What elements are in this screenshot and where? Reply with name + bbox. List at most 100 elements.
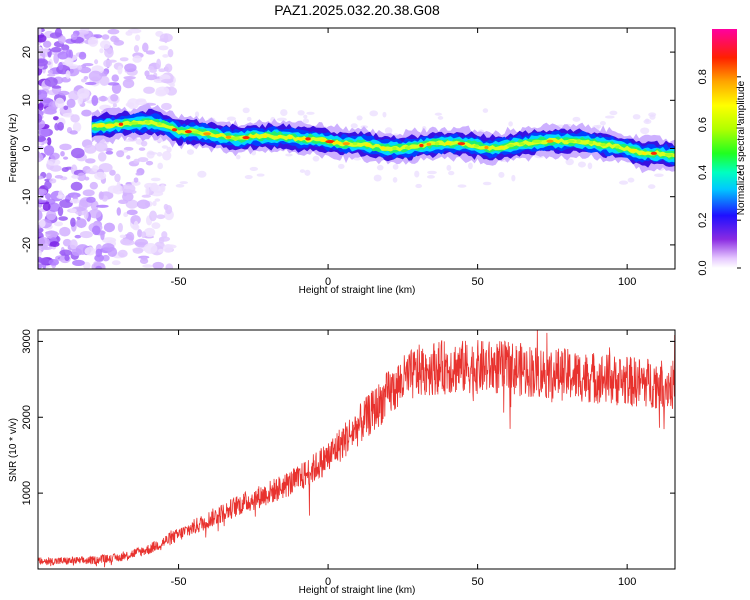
ridge-band [91,119,675,158]
noise-blob [587,162,593,170]
noise-blob [68,90,80,101]
noise-blob [72,259,85,267]
colorbar-tick-label: 0.0 [697,260,709,275]
noise-blob [57,51,69,60]
ridge-peak [157,122,162,126]
noise-blob [97,152,107,162]
noise-blob [38,249,42,257]
noise-blob [70,181,83,191]
noise-blob [95,265,102,269]
noise-blob [60,150,65,157]
noise-blob [572,116,581,122]
noise-blob [47,73,56,77]
noise-blob [285,153,293,157]
noise-blob [121,183,136,194]
noise-blob [58,216,68,221]
noise-blob [62,238,72,247]
noise-blob [42,202,51,211]
noise-blob [71,174,79,179]
ridge-peak [332,141,342,145]
noise-blob [77,172,87,182]
noise-blob [102,254,110,262]
noise-blob [111,74,119,82]
noise-blob [83,209,89,220]
snr-frame [37,329,676,570]
y-tick-label: 20 [21,46,33,58]
noise-blob [150,177,161,182]
noise-blob [61,167,69,172]
noise-blob [42,40,52,48]
noise-blob [133,45,140,53]
noise-blob [46,172,52,180]
noise-blob [131,180,141,186]
noise-blob [158,236,165,244]
ridge-peak [380,146,386,150]
noise-blob [133,177,139,183]
ridge-peak [203,132,211,136]
ridge-peak [600,143,607,147]
noise-blob [373,174,382,182]
noise-blob [276,117,287,122]
noise-blob [297,110,305,116]
noise-blob [48,259,60,266]
noise-blob [101,243,115,252]
ridge-peak [628,148,637,152]
noise-blob [226,116,236,121]
colorbar-gradient [712,29,737,268]
noise-blob [134,34,141,41]
noise-blob [89,181,98,190]
noise-blob [82,189,95,197]
noise-blob [42,108,57,115]
x-tick-label: -50 [171,576,187,588]
noise-blob [141,194,152,198]
noise-blob [392,177,398,183]
noise-blob [117,249,128,258]
ridge-peak [191,130,201,134]
noise-blob [125,30,133,36]
ridge-peak [426,142,432,146]
noise-blob [104,47,114,58]
noise-blob [46,158,61,166]
noise-blob [59,143,72,151]
noise-blob [159,38,169,42]
noise-blob [63,105,69,111]
noise-blob [304,169,311,176]
noise-blob [156,214,166,220]
noise-blob [77,87,90,99]
noise-blob [138,147,146,151]
noise-blob [126,209,138,216]
spectrogram-axes: -50 0 50 100 -20 -10 0 10 20 [21,28,675,288]
noise-blob [72,122,82,133]
heatmap-noise-layer [38,28,666,269]
ridge-peak [364,143,371,147]
noise-blob [38,188,48,196]
x-tick-label: 50 [471,276,483,288]
ridge-peak [319,138,327,143]
noise-blob [627,177,635,183]
noise-blob [384,127,393,135]
noise-blob [59,249,73,256]
noise-blob [76,218,87,229]
noise-blob [147,151,158,155]
y-tick-label: 1000 [21,481,33,505]
noise-blob [186,149,195,155]
x-tick-label: 100 [618,276,636,288]
noise-blob [376,164,384,171]
noise-blob [119,234,127,239]
noise-blob [99,48,104,54]
noise-blob [161,145,169,149]
noise-blob [39,219,46,228]
ridge-peak [242,136,250,140]
noise-blob [145,185,150,197]
noise-blob [38,89,48,100]
noise-blob [74,234,82,239]
colorbar-tick-label: 0.6 [697,117,709,132]
noise-blob [48,202,61,212]
noise-blob [38,227,44,233]
noise-blob [98,191,104,200]
noise-blob [58,190,63,199]
ridge-peak [352,142,358,146]
noise-blob [91,95,99,106]
noise-blob [45,230,58,239]
heatmap-ridge-layer [91,103,675,174]
